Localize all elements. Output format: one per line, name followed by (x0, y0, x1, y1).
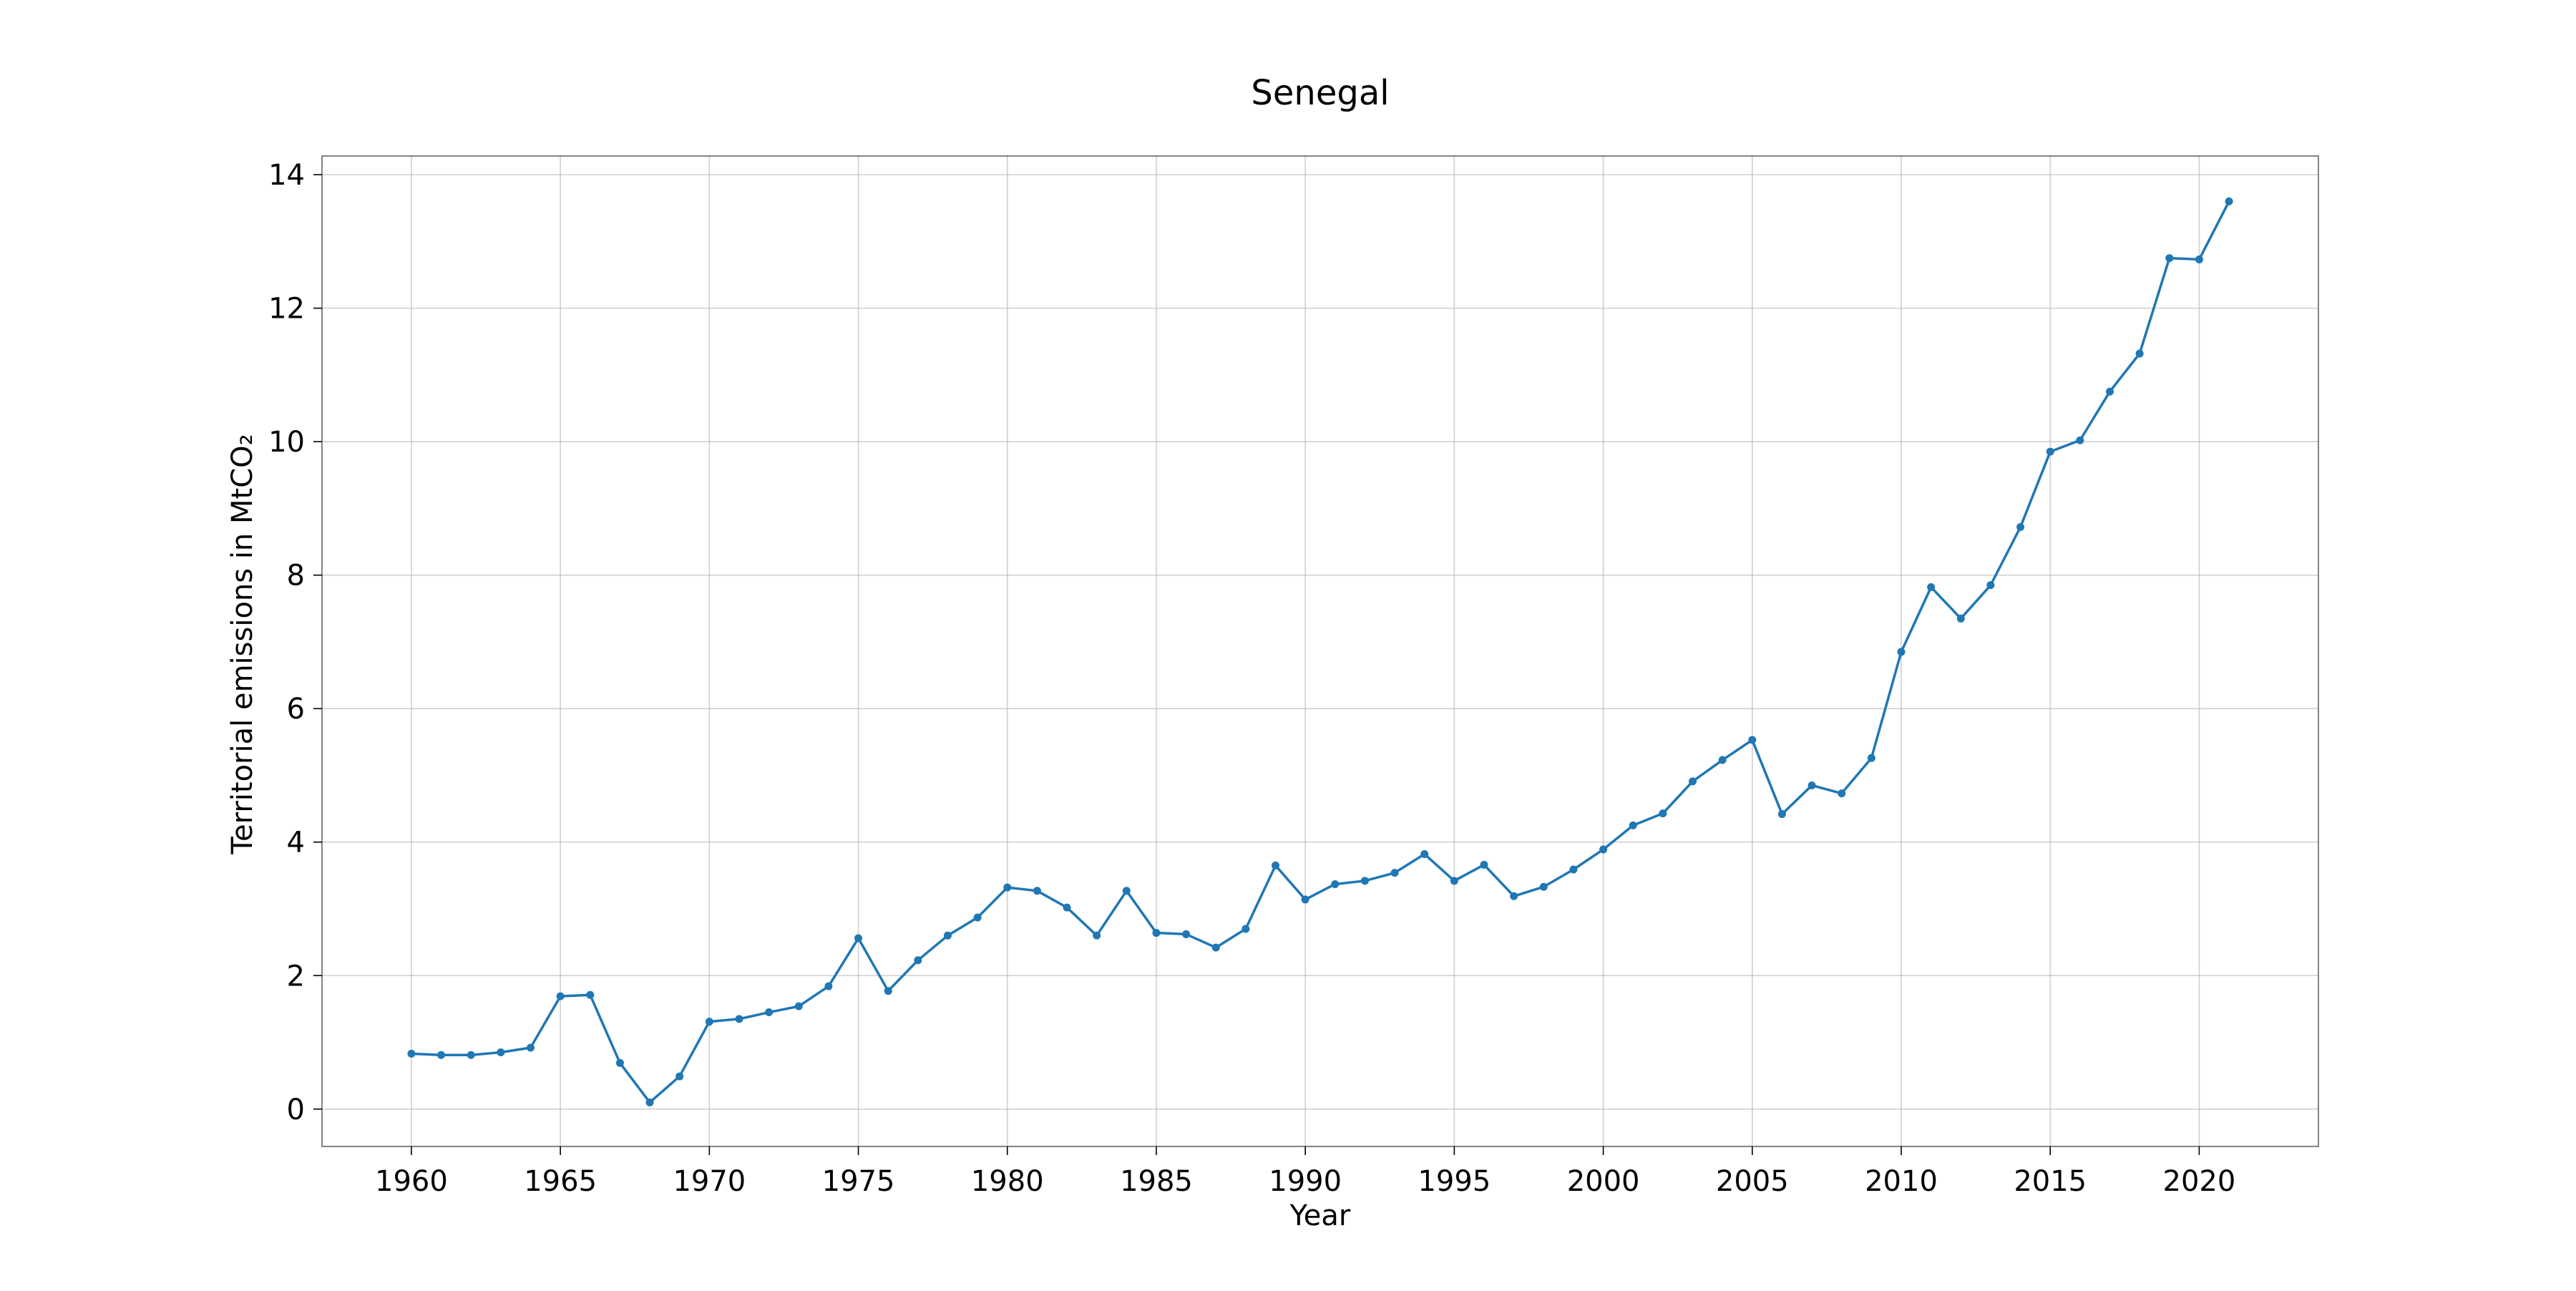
data-point (1450, 877, 1458, 885)
data-point (1956, 614, 1965, 623)
data-point (1003, 883, 1012, 892)
data-point (1777, 810, 1786, 819)
data-point (824, 982, 833, 990)
data-point (1122, 887, 1131, 895)
data-point (1689, 777, 1697, 786)
series-layer (407, 197, 2233, 1106)
x-axis: 1960 1965 1970 1975 1980 1985 1990 1995 2000 2005… (375, 1146, 2235, 1198)
x-tick-label: 1975 (822, 1165, 895, 1198)
y-tick-label: 2 (287, 960, 305, 993)
data-point (1360, 877, 1369, 885)
data-point (1241, 925, 1250, 933)
data-point (1152, 929, 1161, 937)
data-point (1272, 861, 1280, 869)
data-point (1331, 880, 1340, 888)
data-point (1718, 756, 1727, 764)
series-line (411, 200, 2230, 1104)
data-point (1033, 887, 1041, 895)
data-point (645, 1098, 654, 1106)
data-point (467, 1051, 475, 1059)
x-tick-label: 2010 (1865, 1165, 1938, 1198)
data-point (1211, 943, 1220, 952)
chart-title: Senegal (1251, 73, 1389, 113)
x-tick-label: 2005 (1716, 1165, 1789, 1198)
data-point (497, 1048, 505, 1057)
x-tick-label: 1970 (673, 1165, 746, 1198)
x-tick-label: 1980 (971, 1165, 1044, 1198)
y-tick-label: 6 (287, 693, 305, 726)
data-point (1986, 581, 1995, 590)
data-point (586, 990, 595, 999)
data-point (705, 1018, 713, 1026)
data-point (2135, 349, 2144, 358)
y-tick-label: 0 (287, 1093, 305, 1126)
y-tick-label: 10 (268, 426, 305, 459)
data-point (1390, 869, 1399, 877)
data-point (1838, 789, 1846, 798)
data-point (407, 1049, 416, 1058)
data-point (526, 1043, 535, 1052)
x-tick-label: 1995 (1418, 1165, 1491, 1198)
data-point (2076, 436, 2084, 444)
data-point (914, 956, 922, 965)
data-point (943, 931, 952, 940)
x-tick-label: 1960 (375, 1165, 448, 1198)
grid-lines (322, 156, 2318, 1146)
data-point (615, 1058, 624, 1067)
data-point (2016, 523, 2025, 532)
data-point (1063, 903, 1071, 912)
y-tick-label: 4 (287, 827, 305, 859)
data-point (854, 934, 863, 942)
data-point (2225, 197, 2233, 205)
x-tick-label: 1965 (524, 1165, 597, 1198)
data-point (1420, 850, 1429, 859)
data-point (2106, 387, 2114, 396)
data-point (1093, 931, 1101, 940)
x-tick-label: 1985 (1120, 1165, 1193, 1198)
data-point (1539, 882, 1548, 891)
data-point (556, 992, 565, 1000)
data-point (1897, 648, 1906, 656)
data-point (1182, 930, 1191, 938)
data-point (1569, 865, 1578, 874)
data-point (1659, 809, 1667, 818)
data-point (2165, 254, 2174, 263)
x-tick-label: 2015 (2014, 1165, 2087, 1198)
data-point (1807, 781, 1816, 789)
data-point (1510, 892, 1518, 900)
data-point (1748, 736, 1757, 744)
data-point (1480, 860, 1488, 869)
data-point (884, 987, 892, 995)
data-point (437, 1051, 446, 1059)
x-tick-label: 1990 (1269, 1165, 1342, 1198)
plot-frame (321, 155, 2319, 1147)
data-point (765, 1008, 774, 1017)
x-tick-label: 2000 (1567, 1165, 1640, 1198)
data-point (2195, 255, 2203, 264)
data-point (675, 1072, 684, 1081)
data-point (1301, 895, 1309, 904)
y-tick-label: 12 (268, 293, 305, 326)
y-axis: 0 2 4 6 8 10 12 14 (268, 159, 322, 1126)
data-point (2046, 447, 2054, 456)
data-point (1867, 754, 1875, 762)
data-point (1629, 821, 1637, 829)
y-tick-label: 8 (287, 560, 305, 593)
x-axis-label: Year (1289, 1199, 1351, 1232)
data-point (1599, 845, 1608, 854)
y-tick-label: 14 (268, 159, 305, 192)
y-axis-label: Territorial emissions in MtCO₂ (226, 434, 259, 854)
data-point (973, 913, 982, 922)
data-point (1927, 583, 1936, 591)
x-tick-label: 2020 (2163, 1165, 2236, 1198)
data-point (735, 1015, 743, 1023)
data-point (794, 1002, 803, 1010)
